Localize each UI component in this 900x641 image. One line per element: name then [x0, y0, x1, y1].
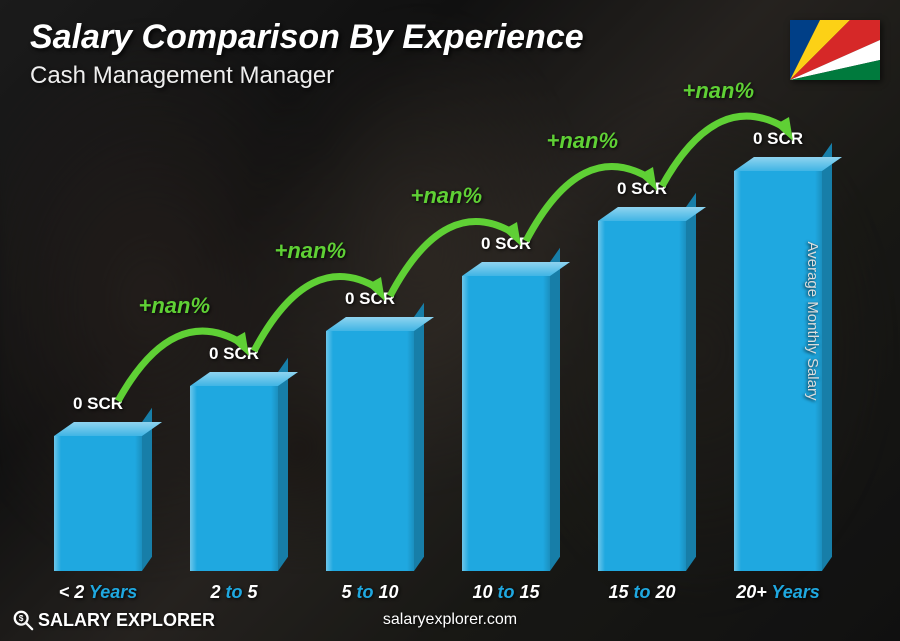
increase-arrow: [30, 111, 850, 571]
category-label: 10 to 15: [438, 582, 574, 603]
flag-seychelles: [790, 20, 880, 80]
category-label: 2 to 5: [166, 582, 302, 603]
category-label: 5 to 10: [302, 582, 438, 603]
y-axis-label: Average Monthly Salary: [804, 241, 821, 400]
chart-area: 0 SCR< 2 Years0 SCR2 to 5+nan%0 SCR5 to …: [30, 111, 850, 571]
footer-url: salaryexplorer.com: [0, 611, 900, 629]
category-label: 20+ Years: [710, 582, 846, 603]
category-label: < 2 Years: [30, 582, 166, 603]
category-label: 15 to 20: [574, 582, 710, 603]
chart-subtitle: Cash Management Manager: [30, 62, 334, 90]
chart-title: Salary Comparison By Experience: [30, 18, 584, 57]
pct-increase-label: +nan%: [683, 78, 755, 104]
